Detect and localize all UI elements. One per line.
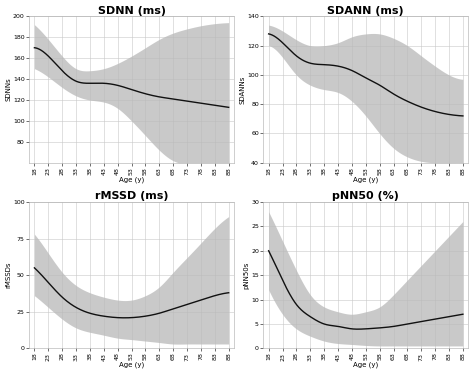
Y-axis label: rMSSDs: rMSSDs bbox=[6, 262, 12, 288]
X-axis label: Age (y): Age (y) bbox=[119, 176, 144, 183]
Y-axis label: SDANNs: SDANNs bbox=[240, 76, 246, 104]
X-axis label: Age (y): Age (y) bbox=[353, 362, 378, 368]
Title: rMSSD (ms): rMSSD (ms) bbox=[95, 191, 168, 201]
Title: SDNN (ms): SDNN (ms) bbox=[98, 6, 165, 16]
X-axis label: Age (y): Age (y) bbox=[353, 176, 378, 183]
Y-axis label: SDNNs: SDNNs bbox=[6, 78, 11, 101]
Title: SDANN (ms): SDANN (ms) bbox=[328, 6, 404, 16]
Title: pNN50 (%): pNN50 (%) bbox=[332, 191, 399, 201]
X-axis label: Age (y): Age (y) bbox=[119, 362, 144, 368]
Y-axis label: pNN50s: pNN50s bbox=[244, 261, 250, 289]
